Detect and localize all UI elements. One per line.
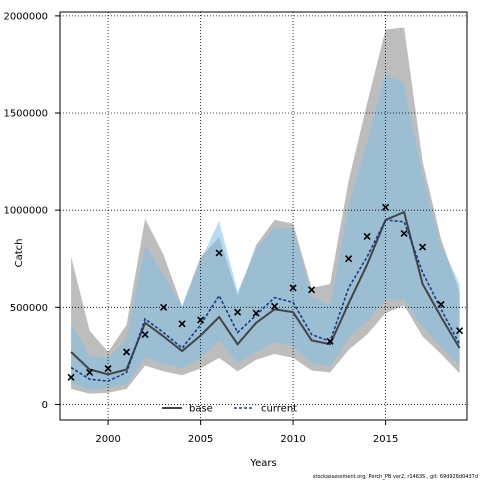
series-lines [70, 210, 461, 382]
legend-item-base: base [162, 404, 213, 415]
observed-point [400, 229, 408, 238]
confidence-bands [71, 27, 460, 394]
observed-point [178, 320, 186, 328]
y-axis-title: Catch [14, 238, 25, 267]
y-tick-label: 1500000 [3, 109, 48, 120]
y-tick-label: 2000000 [3, 11, 48, 22]
observed-point [437, 300, 445, 308]
observed-point [456, 327, 464, 335]
band-current [71, 74, 460, 390]
legend-label: current [261, 404, 297, 415]
observed-point [345, 255, 353, 263]
observed-point [363, 232, 371, 240]
x-tick-label: 2005 [188, 434, 213, 445]
observed-point [104, 364, 112, 373]
observed-point [215, 249, 223, 257]
observed-point [252, 309, 260, 317]
y-tick-label: 500000 [10, 303, 48, 314]
observed-point [86, 368, 94, 376]
observed-point [271, 302, 279, 310]
y-tick-label: 0 [42, 400, 48, 411]
observed-point [308, 286, 316, 294]
observed-point [419, 243, 427, 251]
observed-point [234, 308, 242, 316]
x-axis-ticks: 2000 2005 2010 2015 [95, 420, 398, 445]
y-tick-label: 1000000 [3, 206, 48, 217]
observed-point [160, 303, 168, 311]
observed-point [197, 316, 205, 324]
observed-point [123, 348, 131, 356]
observed-markers [67, 203, 464, 381]
line-current [70, 219, 461, 382]
grid-lines [60, 12, 467, 420]
observed-point [326, 337, 334, 345]
plot-frame [59, 11, 468, 421]
observed-point [289, 284, 297, 292]
legend: base current [162, 404, 297, 415]
observed-point [141, 330, 149, 339]
observed-point [382, 203, 390, 211]
x-tick-label: 2000 [95, 434, 120, 445]
y-axis-ticks: 0 500000 1000000 1500000 2000000 [3, 11, 60, 411]
x-tick-label: 2015 [373, 434, 398, 445]
line-base [70, 210, 461, 376]
x-tick-label: 2010 [280, 434, 305, 445]
legend-item-current: current [234, 404, 297, 415]
observed-point [67, 373, 75, 381]
legend-label: base [189, 404, 213, 415]
footnote: stockassessment.org, Perch_PB ver2, r146… [313, 474, 478, 480]
x-axis-title: Years [249, 458, 276, 469]
